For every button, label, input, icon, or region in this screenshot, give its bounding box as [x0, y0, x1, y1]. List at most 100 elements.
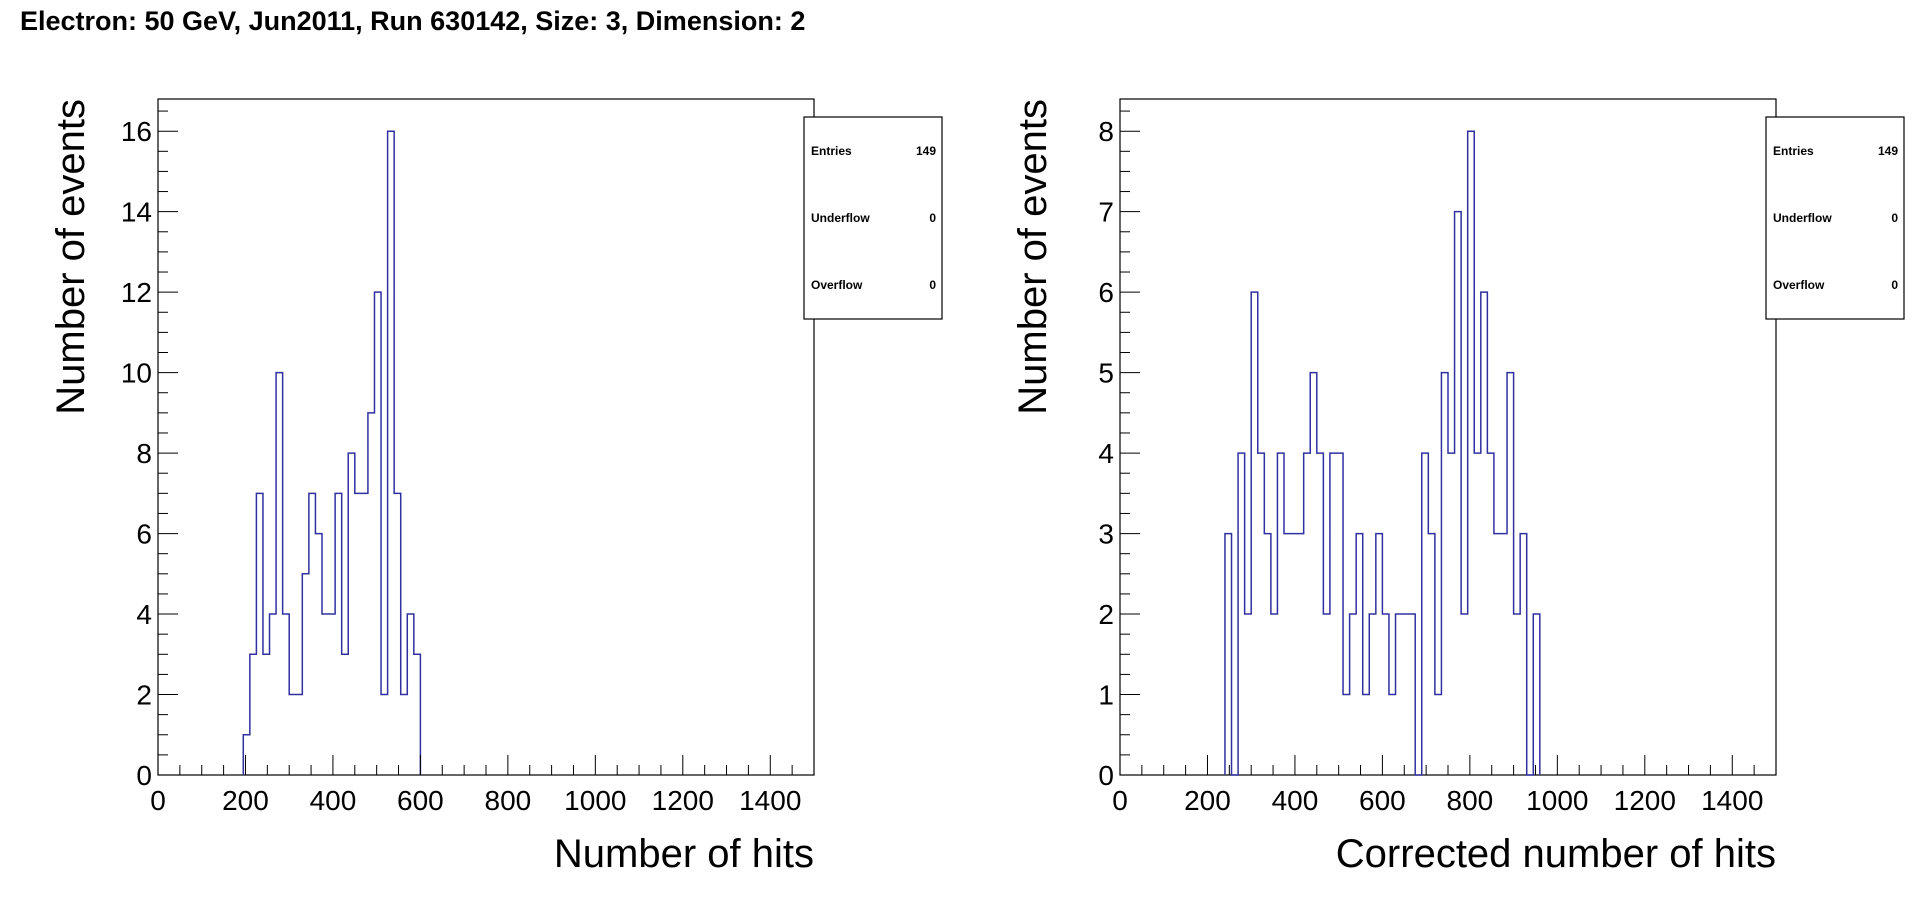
- histogram-bin: [1500, 534, 1507, 775]
- x-tick-label: 1400: [1701, 785, 1763, 816]
- stats-label: Underflow: [1773, 211, 1832, 225]
- histogram-bin: [1422, 453, 1429, 775]
- histogram-bin: [355, 493, 362, 775]
- histogram-bin: [1409, 614, 1416, 775]
- histogram-bin: [388, 131, 395, 775]
- x-tick-label: 1200: [1614, 785, 1676, 816]
- x-tick-label: 200: [222, 785, 269, 816]
- histogram-bin: [394, 493, 401, 775]
- x-axis-label: Number of hits: [554, 832, 814, 876]
- stats-value: 0: [1891, 211, 1898, 225]
- histogram-bin: [263, 654, 270, 775]
- stats-label: Entries: [811, 144, 852, 158]
- stats-label: Overflow: [1773, 278, 1825, 292]
- histogram-bin: [1330, 453, 1337, 775]
- histogram-bin: [1245, 614, 1252, 775]
- histogram-bin: [1441, 373, 1448, 775]
- histogram-bin: [1448, 453, 1455, 775]
- histogram-bin: [1533, 614, 1540, 775]
- histogram-bin: [1264, 534, 1271, 775]
- y-tick-label: 16: [121, 116, 152, 147]
- stats-value: 0: [929, 211, 936, 225]
- histogram-bin: [1336, 453, 1343, 775]
- stats-label: Overflow: [811, 278, 863, 292]
- histogram-bin: [1225, 534, 1232, 775]
- histogram-line: [1224, 130, 1541, 776]
- y-tick-label: 3: [1098, 519, 1114, 550]
- x-tick-label: 600: [397, 785, 444, 816]
- y-tick-label: 4: [1098, 438, 1114, 469]
- histogram-bin: [322, 614, 329, 775]
- y-tick-label: 2: [1098, 599, 1114, 630]
- y-axis-label: Number of events: [1011, 99, 1055, 415]
- histogram-bin: [1369, 614, 1376, 775]
- y-tick-label: 14: [121, 197, 152, 228]
- histogram-bin: [1271, 614, 1278, 775]
- histogram-bin: [1389, 695, 1396, 775]
- histogram-bin: [315, 534, 322, 775]
- stats-label: Entries: [1773, 144, 1814, 158]
- histogram-bin: [1304, 453, 1311, 775]
- histogram-bin: [1402, 614, 1409, 775]
- histogram-bin: [1363, 695, 1370, 775]
- histogram-bin: [250, 654, 257, 775]
- histogram-bin: [283, 614, 290, 775]
- histogram-bin: [1396, 614, 1403, 775]
- x-tick-label: 1000: [564, 785, 626, 816]
- x-tick-label: 800: [1447, 785, 1494, 816]
- y-tick-label: 5: [1098, 358, 1114, 389]
- histogram-bin: [1297, 534, 1304, 775]
- histogram-bin: [270, 614, 277, 775]
- histogram-panel-left: 0 200 400 600 800 1000 1200 1400 0 2 4 6 8 10 12 14 16 Nu…: [49, 98, 943, 876]
- x-tick-label: 1200: [652, 785, 714, 816]
- y-tick-label: 4: [136, 599, 152, 630]
- histogram-bin: [348, 453, 355, 775]
- y-tick-label: 8: [136, 438, 152, 469]
- y-tick-label: 8: [1098, 116, 1114, 147]
- histogram-bin: [1487, 453, 1494, 775]
- histogram-line: [242, 130, 422, 775]
- histogram-bin: [1514, 614, 1521, 775]
- y-tick-label: 6: [136, 519, 152, 550]
- histogram-bin: [1238, 453, 1245, 775]
- histogram-bin: [407, 614, 414, 775]
- histogram-bin: [289, 695, 296, 775]
- histogram-bin: [1382, 614, 1389, 775]
- y-tick-label: 6: [1098, 277, 1114, 308]
- x-tick-label: 1400: [739, 785, 801, 816]
- histogram-panel-right: 0 200 400 600 800 1000 1200 1400 0 1 2 3 4 5 6 7 8 Correc…: [1011, 98, 1905, 876]
- histogram-bin: [1310, 373, 1317, 775]
- histogram-bin: [256, 493, 263, 775]
- x-tick-label: 800: [485, 785, 532, 816]
- histogram-bin: [368, 413, 375, 775]
- stats-box-frame: [1765, 116, 1905, 320]
- histogram-bin: [342, 654, 349, 775]
- stats-label: Underflow: [811, 211, 870, 225]
- histogram-bin: [1343, 695, 1350, 775]
- histogram-bin: [1494, 534, 1501, 775]
- page-title: Electron: 50 GeV, Jun2011, Run 630142, S…: [20, 6, 806, 36]
- x-tick-label: 200: [1184, 785, 1231, 816]
- histogram-bin: [374, 292, 381, 775]
- x-tick-label: 0: [150, 785, 166, 816]
- histogram-bin: [381, 695, 388, 775]
- histogram-bin: [1350, 614, 1357, 775]
- histogram-bin: [1461, 614, 1468, 775]
- stats-value: 0: [1891, 278, 1898, 292]
- histogram-bin: [302, 574, 309, 775]
- plot-frame: [157, 98, 815, 776]
- histogram-bin: [335, 493, 342, 775]
- histogram-bin: [329, 614, 336, 775]
- histogram-bin: [1481, 292, 1488, 775]
- histogram-bin: [1455, 212, 1462, 775]
- y-tick-label: 0: [136, 760, 152, 791]
- histogram-bin: [1251, 292, 1258, 775]
- histogram-bin: [1468, 131, 1475, 775]
- x-tick-label: 0: [1112, 785, 1128, 816]
- histogram-bin: [243, 735, 250, 775]
- histogram-bin: [1428, 534, 1435, 775]
- histogram-bin: [414, 654, 421, 775]
- histogram-bin: [1291, 534, 1298, 775]
- histogram-bin: [276, 373, 283, 775]
- stats-box: Entries 149 Underflow 0 Overflow 0: [803, 116, 943, 320]
